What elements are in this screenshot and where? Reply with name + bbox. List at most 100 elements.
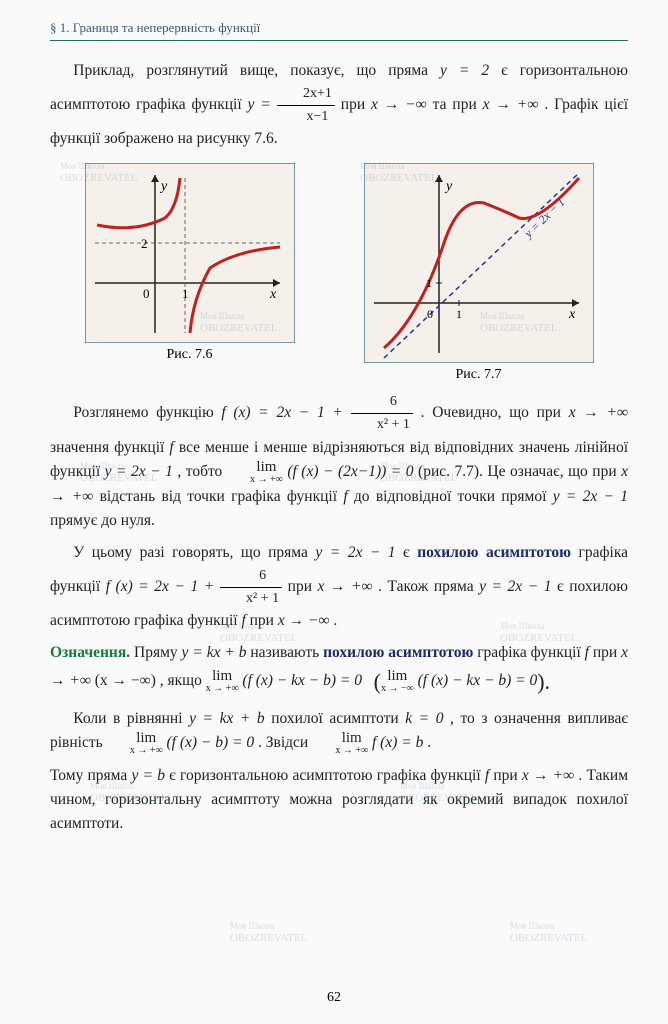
- definition-label: Означення.: [50, 644, 130, 661]
- inline-math: x → +∞: [318, 578, 373, 595]
- inline-math: y = 2: [440, 62, 489, 79]
- inline-math: x → +∞: [522, 767, 574, 784]
- lim-top: lim: [312, 731, 368, 746]
- paragraph-4: Коли в рівнянні y = kx + b похилої асимп…: [50, 707, 628, 756]
- textbook-page: § 1. Границя та неперервність функції Пр…: [0, 0, 668, 1024]
- denominator: x−1: [277, 106, 335, 128]
- lim-sub: x → +∞: [206, 684, 239, 694]
- figure-row: y x 2 1 0 Рис. 7.6: [50, 163, 628, 383]
- hline-label: 2: [141, 236, 148, 251]
- text: відстань від точки графіка функції: [100, 488, 344, 505]
- text: графіка функції: [477, 644, 584, 661]
- text: Тому пряма: [50, 767, 131, 784]
- text: .: [427, 734, 431, 751]
- text: є: [403, 544, 417, 561]
- paren-open: (: [374, 669, 381, 694]
- lim-sub: x → +∞: [227, 475, 283, 485]
- text: Приклад, розглянутий вище, показує, що п…: [73, 62, 440, 79]
- fraction: 6x² + 1: [351, 391, 413, 435]
- text: прямує до нуля.: [50, 512, 155, 529]
- inline-math: y = kx + b: [189, 710, 265, 727]
- text: , тобто: [177, 463, 226, 480]
- inline-math: x → +∞: [569, 404, 628, 421]
- inline-math: f (x) = 2x − 1 +: [106, 578, 220, 595]
- x-axis-label: x: [269, 287, 277, 302]
- inline-math: k = 0: [405, 710, 443, 727]
- text: значення функції: [50, 439, 169, 456]
- fraction: 6x² + 1: [220, 565, 282, 609]
- text: Пряму: [134, 644, 182, 661]
- text: є горизонтальною асимптотою графіка функ…: [169, 767, 485, 784]
- definition: Означення. Пряму y = kx + b називають по…: [50, 641, 628, 699]
- lim-top: lim: [206, 669, 239, 684]
- paragraph-1: Приклад, розглянутий вище, показує, що п…: [50, 59, 628, 151]
- inline-math: x → +∞: [483, 96, 539, 113]
- inline-math: y = 2x − 1: [553, 488, 628, 505]
- text: при: [493, 767, 522, 784]
- text: . Також пряма: [378, 578, 479, 595]
- x-tick-label: 1: [456, 307, 462, 321]
- chart-7-6: y x 2 1 0: [85, 163, 295, 343]
- inline-math: x → −∞: [278, 612, 330, 629]
- inline-math: y = kx + b: [182, 644, 247, 661]
- limit: limx → −∞: [381, 669, 414, 694]
- lim-top: lim: [381, 669, 414, 684]
- inline-math: f: [241, 612, 245, 629]
- origin-label: 0: [143, 286, 150, 301]
- inline-math: f: [585, 644, 589, 661]
- text: при: [341, 96, 371, 113]
- text: Коли в рівнянні: [73, 710, 189, 727]
- text: . Звідси: [258, 734, 312, 751]
- inline-math: f (x) = b: [372, 734, 423, 751]
- bold-term: похилою асимптотою: [323, 644, 473, 661]
- inline-math: x → −∞: [371, 96, 427, 113]
- text: при: [250, 612, 278, 629]
- numerator: 2x+1: [277, 83, 335, 106]
- limit: limx → +∞: [227, 460, 283, 485]
- lim-top: lim: [227, 460, 283, 475]
- inline-math: y = b: [131, 767, 164, 784]
- y-tick-label: 1: [426, 276, 432, 290]
- text: (рис. 7.7). Це означає, що при: [418, 463, 621, 480]
- text: У цьому разі говорять, що пряма: [73, 544, 315, 561]
- vline-label: 1: [182, 286, 189, 301]
- bold-term: похилою асимптотою: [417, 544, 571, 561]
- paren-close: ).: [537, 669, 550, 694]
- paragraph-5: Тому пряма y = b є горизонтальною асимпт…: [50, 764, 628, 836]
- lim-sub: x → −∞: [381, 684, 414, 694]
- section-header: § 1. Границя та неперервність функції: [50, 20, 628, 41]
- text: називають: [250, 644, 323, 661]
- limit: limx → +∞: [107, 731, 163, 756]
- inline-math: y =: [248, 96, 277, 113]
- inline-math: (f (x) − (2x−1)) = 0: [287, 463, 413, 480]
- paragraph-3: У цьому разі говорять, що пряма y = 2x −…: [50, 541, 628, 633]
- lim-sub: x → +∞: [107, 746, 163, 756]
- figure-caption: Рис. 7.6: [85, 347, 295, 363]
- figure-7-7: y x 1 1 0 y = 2x − 1 Рис. 7.7: [364, 163, 594, 383]
- text: . Очевидно, що при: [421, 404, 569, 421]
- figure-7-6: y x 2 1 0 Рис. 7.6: [85, 163, 295, 383]
- inline-math: f: [343, 488, 347, 505]
- inline-math: y = 2x − 1: [315, 544, 395, 561]
- watermark: Моя ШколаOBOZREVATEL: [510, 920, 587, 944]
- inline-math: (f (x) − kx − b) = 0: [418, 672, 538, 689]
- text: та при: [433, 96, 483, 113]
- watermark: Моя ШколаOBOZREVATEL: [230, 920, 307, 944]
- y-axis-label: y: [159, 179, 168, 194]
- text: (x → −∞): [95, 672, 156, 689]
- text: .: [333, 612, 337, 629]
- numerator: 6: [220, 565, 282, 588]
- text: при: [593, 644, 621, 661]
- inline-math: y = 2x − 1: [479, 578, 551, 595]
- limit: limx → +∞: [206, 669, 239, 694]
- x-axis-label: x: [568, 307, 576, 322]
- limit: limx → +∞: [312, 731, 368, 756]
- inline-math: f (x) = 2x − 1 +: [221, 404, 350, 421]
- paragraph-2: Розглянемо функцію f (x) = 2x − 1 + 6x² …: [50, 391, 628, 532]
- text: при: [288, 578, 318, 595]
- page-number: 62: [0, 990, 668, 1006]
- inline-math: f: [169, 439, 173, 456]
- lim-sub: x → +∞: [312, 746, 368, 756]
- y-axis-label: y: [444, 179, 453, 194]
- numerator: 6: [351, 391, 413, 414]
